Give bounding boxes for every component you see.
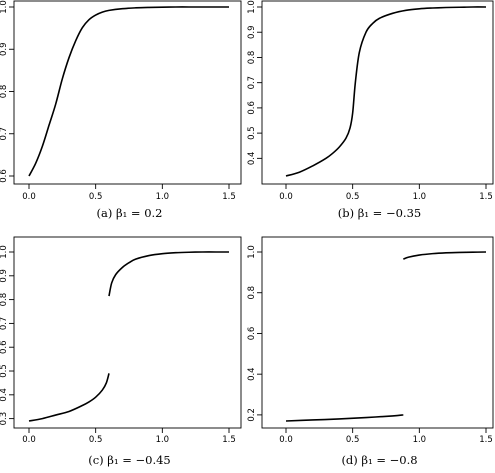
y-tick-label: 0.7 [0, 317, 9, 331]
y-tick-label: 1.0 [0, 0, 9, 14]
x-tick-label: 1.5 [222, 192, 236, 202]
panel-caption: (d) β₁ = −0.8 [341, 453, 417, 467]
chart-panel-1: 0.0 0.5 1.0 1.5 0.6 0.7 0.8 0.9 1.0 (a) β₁ = 0.2 [0, 0, 242, 220]
x-tick-label: 0.0 [279, 435, 293, 445]
y-tick-label: 1.0 [0, 245, 9, 259]
y-tick-label: 0.8 [0, 85, 9, 99]
x-tick-label: 1.0 [413, 435, 427, 445]
y-tick-label: 0.4 [247, 152, 257, 166]
y-tick-label: 0.8 [247, 286, 257, 300]
x-tick-label: 1.0 [156, 192, 170, 202]
series-line-segment-2 [108, 251, 229, 297]
series-line-segment-1 [28, 6, 229, 177]
y-tick-label: 0.8 [247, 51, 257, 65]
y-tick-label: 0.9 [247, 25, 257, 39]
x-tick-label: 1.0 [156, 435, 170, 445]
series-line-segment-1 [285, 6, 487, 177]
plot-frame [13, 0, 242, 185]
series-line-segment-1 [285, 414, 404, 422]
plot-frame [261, 0, 494, 185]
y-tick-label: 0.4 [247, 367, 257, 381]
plot-frame [13, 236, 242, 429]
x-tick-label: 0.5 [346, 192, 360, 202]
plot-frame [261, 236, 494, 429]
x-tick-label: 1.5 [222, 435, 236, 445]
y-tick-label: 0.4 [0, 388, 9, 402]
chart-panel-4: 0.0 0.5 1.0 1.5 0.2 0.4 0.6 0.8 1.0 (d) β₁ = −0.8 [247, 236, 494, 467]
x-tick-label: 0.5 [89, 435, 103, 445]
y-tick-label: 0.7 [247, 76, 257, 90]
x-tick-label: 1.5 [479, 192, 493, 202]
x-tick-label: 0.0 [279, 192, 293, 202]
y-tick-label: 0.9 [0, 269, 9, 283]
y-tick-label: 0.2 [247, 408, 257, 422]
x-tick-label: 0.0 [22, 435, 36, 445]
y-tick-label: 0.6 [0, 169, 9, 183]
y-tick-label: 1.0 [247, 0, 257, 14]
y-tick-label: 0.6 [0, 340, 9, 354]
y-tick-label: 1.0 [247, 245, 257, 259]
y-tick-label: 0.9 [0, 42, 9, 56]
chart-panel-3: 0.0 0.5 1.0 1.5 0.3 0.4 0.5 0.6 0.7 0.8 0.9 1.0 (c) … [0, 236, 242, 467]
x-tick-label: 0.5 [346, 435, 360, 445]
x-tick-label: 1.5 [479, 435, 493, 445]
chart-panel-2: 0.0 0.5 1.0 1.5 0.4 0.5 0.6 0.7 0.8 0.9 1.0 (b) β₁ … [247, 0, 494, 220]
y-tick-label: 0.6 [247, 101, 257, 115]
y-tick-label: 0.8 [0, 293, 9, 307]
y-tick-label: 0.6 [247, 327, 257, 341]
x-tick-label: 1.0 [413, 192, 427, 202]
panel-caption: (c) β₁ = −0.45 [88, 453, 171, 467]
x-tick-label: 0.0 [22, 192, 36, 202]
y-tick-label: 0.5 [0, 364, 9, 378]
series-line-segment-1 [28, 373, 110, 422]
y-tick-label: 0.3 [0, 412, 9, 426]
y-tick-label: 0.7 [0, 127, 9, 141]
x-tick-label: 0.5 [89, 192, 103, 202]
y-tick-label: 0.5 [247, 126, 257, 140]
panel-caption: (b) β₁ = −0.35 [338, 206, 421, 220]
panel-caption: (a) β₁ = 0.2 [97, 206, 163, 220]
series-line-segment-2 [403, 251, 487, 260]
